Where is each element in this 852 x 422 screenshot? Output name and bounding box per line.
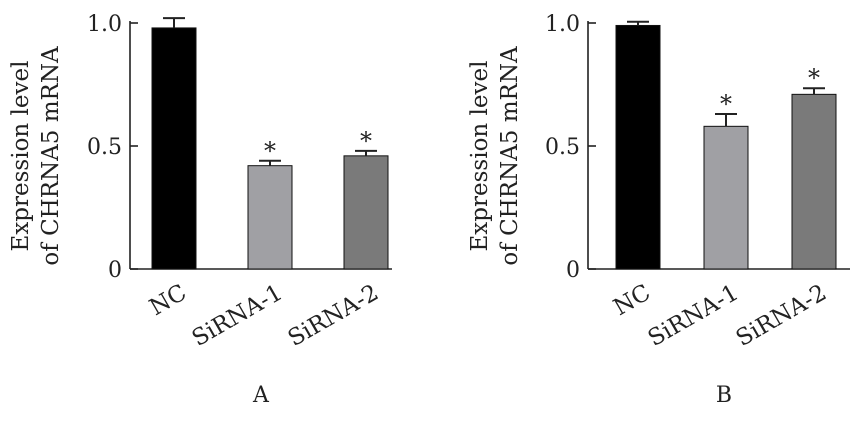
y-axis-label-line1: Expression level [8,61,34,252]
panel-label: B [716,383,732,408]
y-tick-label: 1.0 [545,12,580,37]
y-axis-label-line2: of CHRNA5 mRNA [38,46,64,266]
significance-marker: * [360,127,372,155]
bar-sirna-2 [343,155,389,270]
x-tick-label: SiRNA-2 [732,280,831,352]
bar-sirna-1 [703,125,749,270]
bar-sirna-1 [247,165,293,270]
chart-panel-A: Expression level of CHRNA5 mRNA 0 0.5 1.0 NC *… [8,12,392,408]
panel-label: A [252,383,270,408]
bar-sirna-2 [791,93,837,270]
significance-marker: * [808,64,820,92]
y-tick-label: 0 [566,258,580,283]
x-tick-label: NC [609,280,655,321]
x-tick-label: SiRNA-1 [644,280,743,352]
y-tick-label: 1.0 [87,12,122,37]
y-tick-label: 0 [108,258,122,283]
y-axis-label-line1: Expression level [467,61,493,252]
significance-marker: * [720,90,732,118]
bar-nc [615,24,661,270]
x-tick-label: SiRNA-2 [284,280,383,352]
bar-nc [151,27,197,270]
x-tick-label: SiRNA-1 [188,280,287,352]
y-axis-label-line2: of CHRNA5 mRNA [497,46,523,266]
y-tick-label: 0.5 [545,135,580,160]
chart-panel-B: Expression level of CHRNA5 mRNA 0 0.5 1.0 NC *… [467,12,850,408]
significance-marker: * [264,137,276,165]
y-tick-label: 0.5 [87,135,122,160]
x-tick-label: NC [145,280,191,321]
